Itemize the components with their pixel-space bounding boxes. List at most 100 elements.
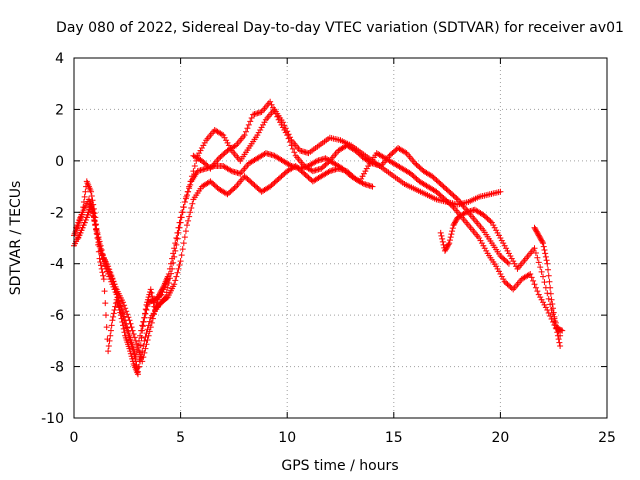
data-point: [369, 183, 376, 190]
data-point: [118, 315, 125, 322]
data-point: [172, 277, 179, 284]
data-point: [288, 142, 295, 149]
data-point: [451, 193, 458, 200]
y-tick-label: 4: [55, 51, 64, 67]
data-point: [107, 327, 114, 334]
data-point: [242, 128, 249, 135]
data-point: [274, 177, 281, 184]
data-point: [174, 229, 181, 236]
data-point: [433, 188, 440, 195]
data-point: [255, 186, 262, 193]
data-point: [495, 232, 502, 239]
data-point: [497, 253, 504, 259]
data-point: [102, 300, 109, 307]
data-point: [136, 356, 143, 363]
data-point: [252, 183, 259, 190]
data-point: [180, 240, 187, 247]
data-point: [177, 214, 184, 221]
data-point: [220, 151, 227, 158]
data-point: [505, 250, 512, 257]
data-point: [491, 224, 498, 231]
data-point: [96, 255, 103, 262]
data-point: [156, 290, 163, 297]
data-point: [135, 364, 142, 370]
x-tick-label: 5: [176, 430, 185, 446]
data-point: [191, 163, 198, 169]
data-point: [139, 323, 146, 330]
data-point: [345, 169, 352, 176]
data-point: [432, 175, 439, 182]
data-point: [154, 299, 161, 306]
data-point: [535, 232, 542, 239]
data-point: [409, 172, 416, 178]
data-point: [535, 291, 542, 298]
data-point: [241, 132, 248, 139]
data-point: [533, 228, 540, 235]
data-point: [452, 218, 459, 225]
data-point: [304, 173, 311, 180]
data-point: [498, 237, 505, 244]
data-point: [254, 184, 261, 191]
data-point: [353, 148, 360, 155]
data-point: [552, 322, 559, 329]
data-point: [294, 164, 301, 171]
data-point: [545, 272, 552, 279]
data-point: [156, 291, 163, 298]
data-point: [170, 250, 177, 257]
data-point: [187, 178, 194, 185]
data-series: [71, 98, 566, 378]
data-point: [210, 181, 217, 187]
data-point: [137, 349, 144, 356]
data-point: [99, 251, 106, 258]
data-point: [126, 317, 133, 324]
data-point: [79, 224, 86, 231]
data-point: [91, 217, 98, 223]
data-point: [183, 222, 190, 229]
data-point: [306, 175, 313, 182]
data-point: [537, 236, 544, 243]
data-point: [124, 325, 131, 331]
data-point: [269, 104, 276, 111]
data-point: [101, 258, 108, 265]
x-tick-label: 10: [278, 430, 296, 446]
data-point: [453, 195, 460, 202]
data-point: [227, 167, 234, 174]
data-point: [196, 150, 203, 157]
data-point: [145, 332, 152, 339]
data-point: [138, 334, 145, 341]
data-point: [451, 219, 458, 226]
data-point: [110, 278, 117, 285]
data-point: [136, 348, 143, 355]
data-point: [535, 259, 542, 266]
y-tick-label: -4: [50, 257, 64, 273]
data-point: [128, 353, 135, 360]
data-point: [93, 228, 100, 235]
data-point: [139, 327, 146, 334]
data-point: [386, 152, 393, 159]
data-point: [186, 213, 193, 220]
data-point: [539, 238, 546, 245]
data-point: [173, 235, 180, 241]
data-point: [129, 355, 136, 362]
data-point: [230, 186, 237, 193]
data-point: [83, 214, 90, 221]
data-point: [150, 311, 157, 318]
data-point: [358, 152, 365, 159]
data-point: [244, 175, 251, 182]
data-point: [145, 294, 152, 301]
data-point: [179, 209, 186, 216]
data-point: [152, 304, 159, 311]
data-point: [94, 235, 101, 241]
data-point: [557, 343, 564, 349]
data-point: [90, 201, 97, 208]
data-point: [554, 329, 561, 336]
data-point: [245, 121, 252, 128]
data-point: [174, 269, 181, 276]
data-point: [117, 312, 124, 319]
data-point: [200, 159, 207, 166]
data-point: [179, 246, 186, 253]
data-point: [181, 234, 188, 241]
data-point: [483, 214, 490, 221]
y-tick-label: 0: [55, 154, 64, 170]
data-point: [348, 172, 355, 178]
